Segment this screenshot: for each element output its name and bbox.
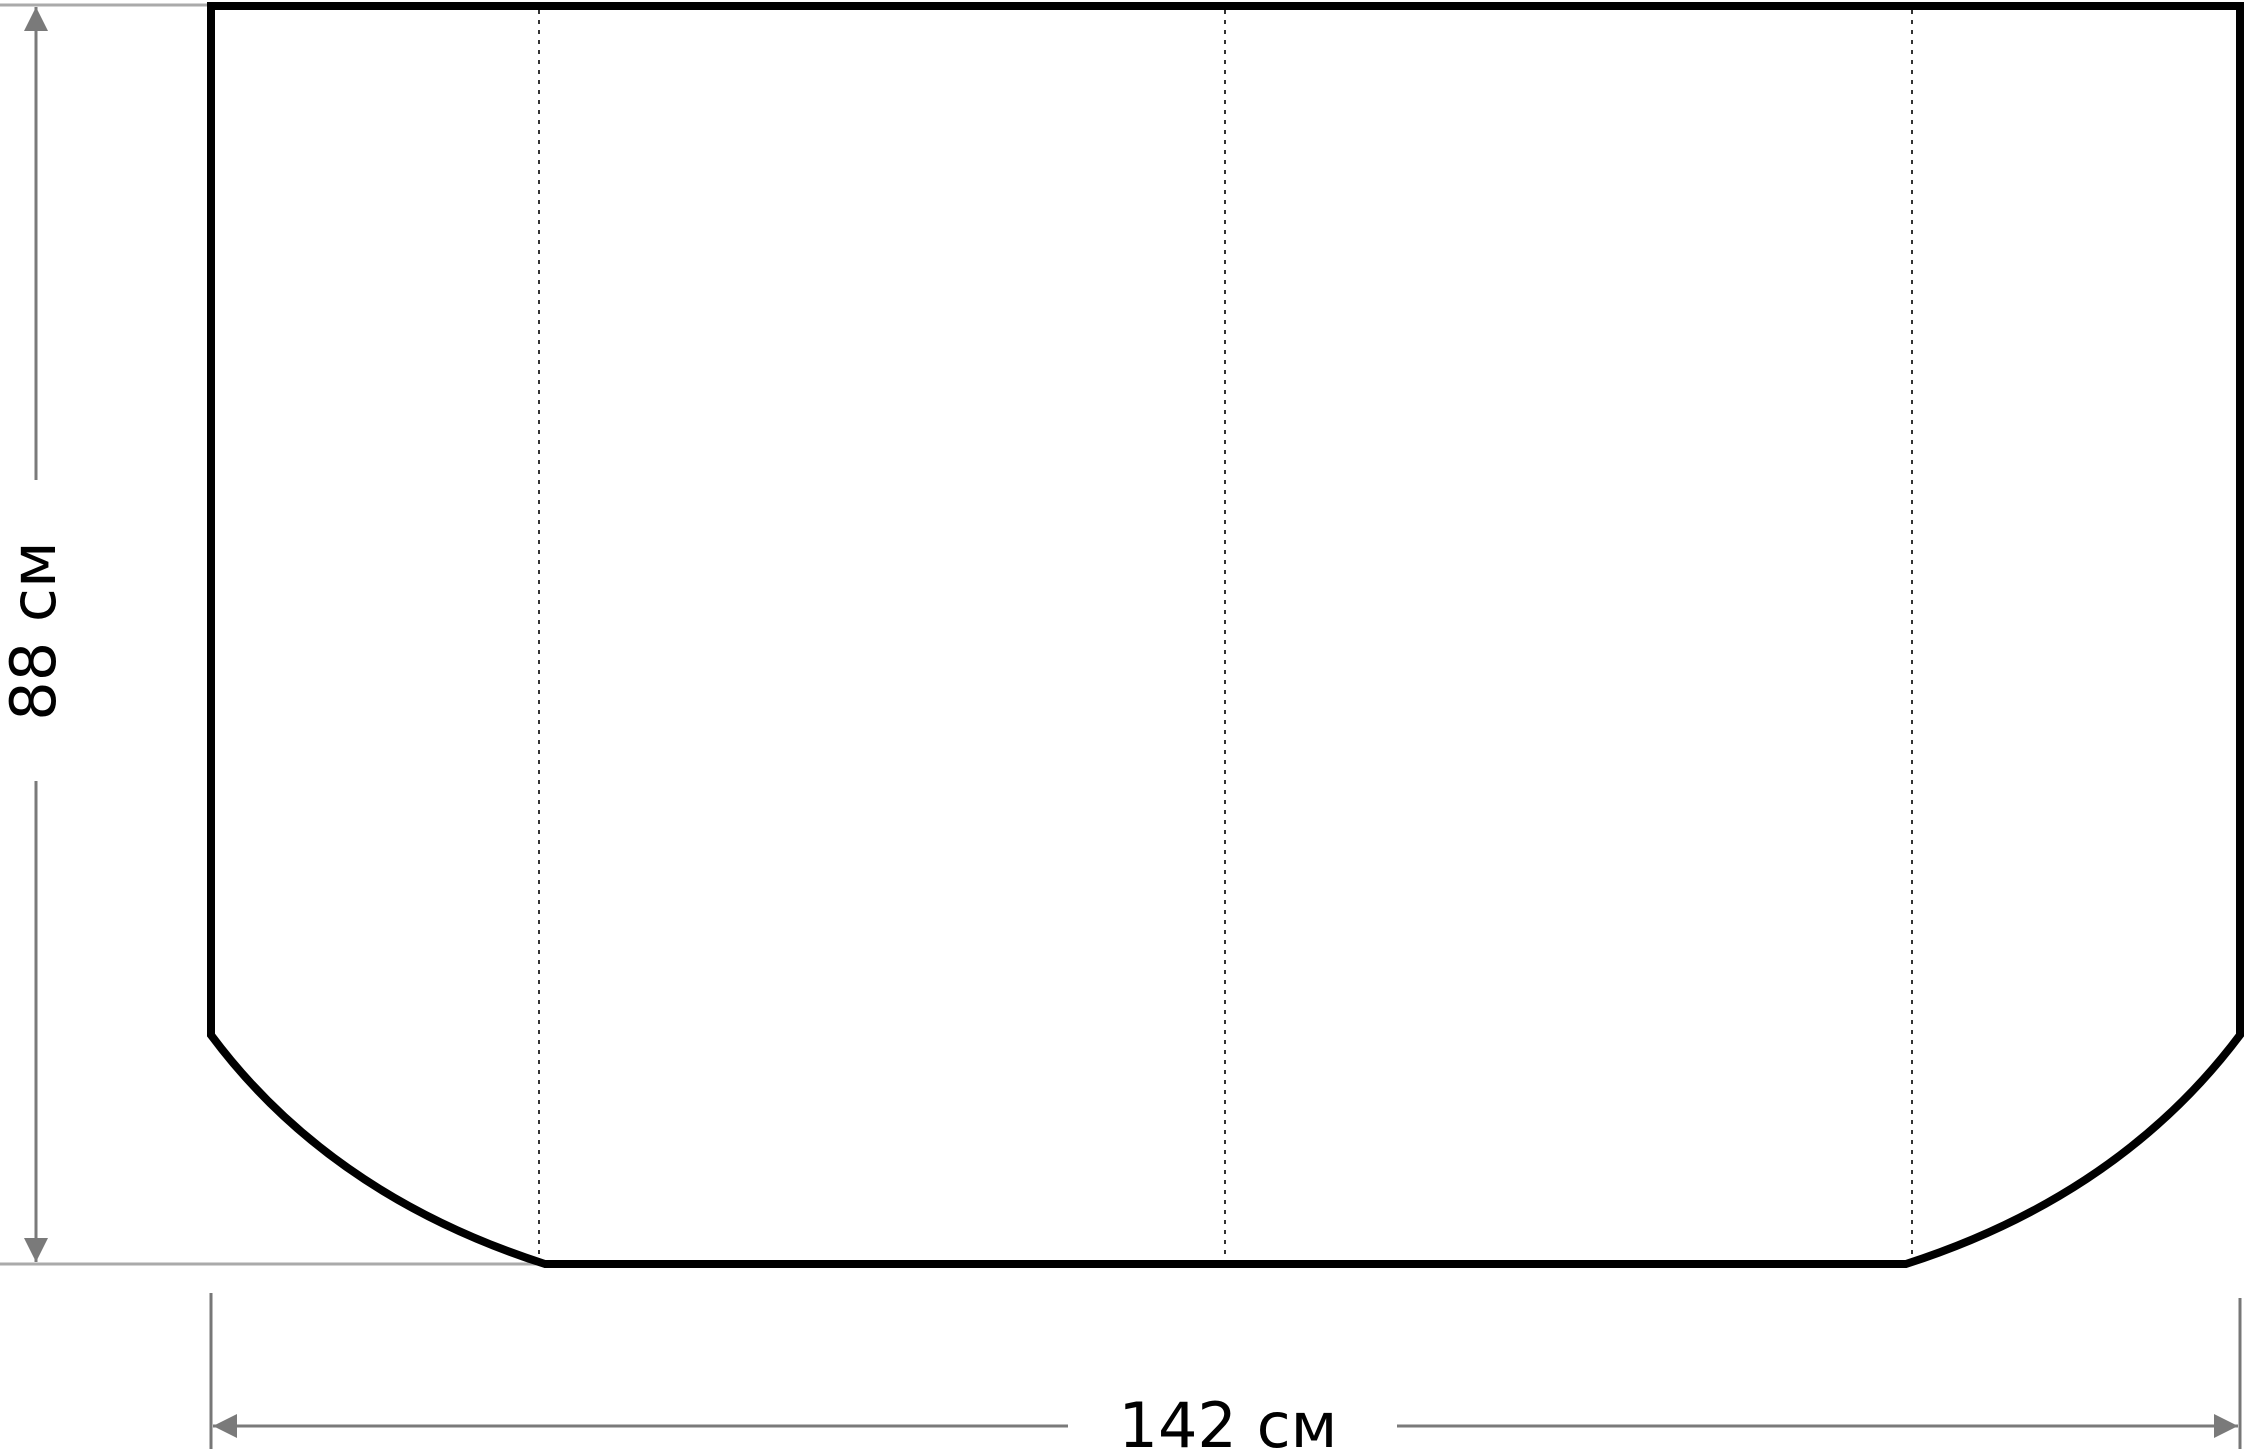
cover-outline: [207, 2, 2244, 1268]
height-label: 88 см: [0, 541, 70, 720]
width-label: 142 см: [1119, 1389, 1338, 1449]
